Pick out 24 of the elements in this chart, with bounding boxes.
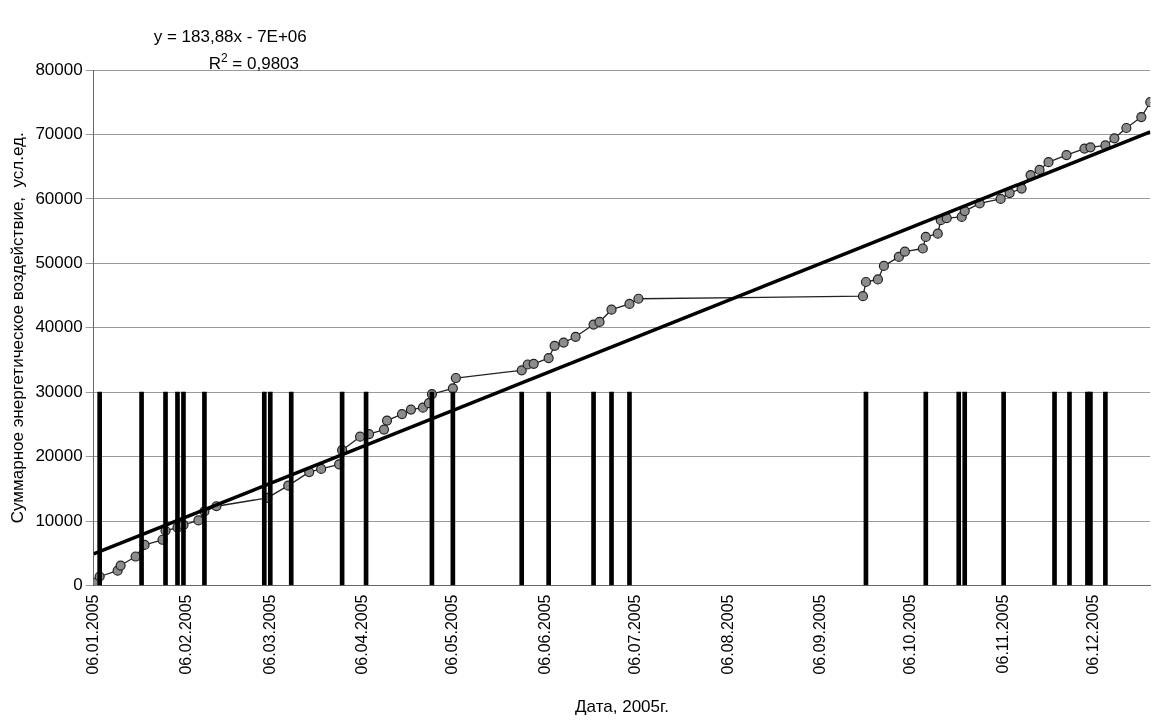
x-tick-label: 06.02.2005 [176, 594, 194, 675]
x-tick-label: 06.01.2005 [84, 594, 102, 675]
y-tick-label: 10000 [35, 510, 83, 530]
y-tick-label: 30000 [35, 381, 83, 401]
y-tick-label: 60000 [35, 188, 83, 208]
x-tick-label: 06.06.2005 [536, 594, 554, 675]
x-tick-label: 06.12.2005 [1083, 594, 1101, 675]
text: y = 183,88x - 7E+06 [153, 27, 307, 46]
y-tick-label: 20000 [35, 446, 83, 466]
y-tick-label: 80000 [35, 59, 83, 79]
y-tick-label: 50000 [35, 253, 83, 273]
x-tick-label: 06.10.2005 [901, 594, 919, 675]
y-tick-label: 0 [73, 575, 83, 595]
x-tick-label: 06.09.2005 [811, 594, 829, 675]
x-tick-label: 06.07.2005 [625, 594, 643, 675]
x-tick-label: 06.03.2005 [260, 594, 278, 675]
y-axis-title: Суммарное энергетическое воздействие, усл.ед. [7, 132, 27, 524]
y-tick-label: 70000 [35, 124, 83, 144]
x-tick-label: 06.08.2005 [718, 594, 736, 675]
x-axis-title: Дата, 2005г. [575, 697, 669, 717]
y-tick-label: 40000 [35, 317, 83, 337]
x-tick-label: 06.04.2005 [353, 594, 371, 675]
x-tick-label: 06.11.2005 [994, 594, 1012, 674]
x-tick-label: 06.05.2005 [443, 594, 461, 675]
